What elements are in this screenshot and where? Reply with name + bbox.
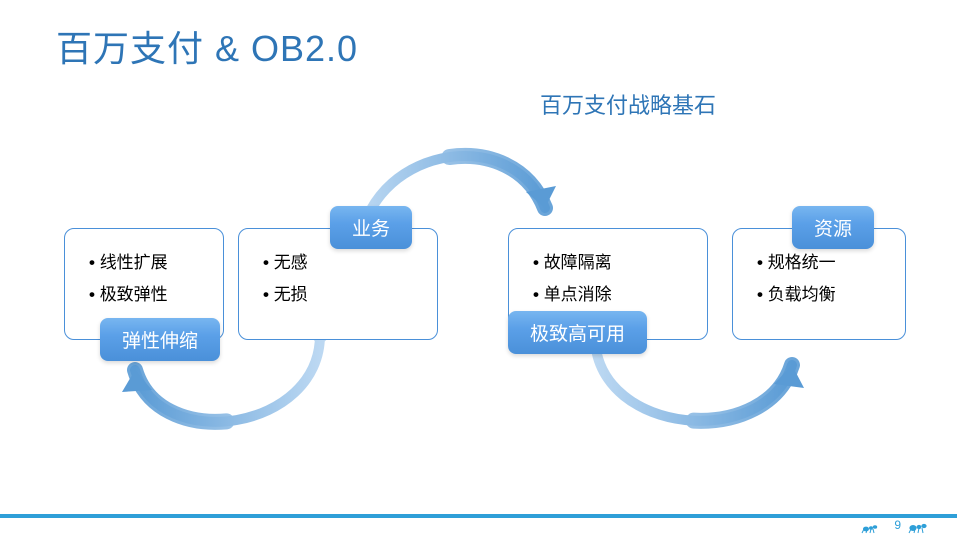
card-bullets: 线性扩展 极致弹性 [89, 247, 203, 311]
bullet: 负载均衡 [757, 279, 885, 311]
footer-divider [0, 514, 957, 518]
pill-business: 业务 [330, 206, 412, 249]
ant-icon [907, 518, 929, 534]
slide-subtitle: 百万支付战略基石 [540, 88, 716, 120]
bullet: 故障隔离 [533, 247, 687, 279]
bullet: 线性扩展 [89, 247, 203, 279]
pill-availability: 极致高可用 [508, 311, 647, 354]
bullet: 规格统一 [757, 247, 885, 279]
bullet: 无感 [263, 247, 417, 279]
bullet: 单点消除 [533, 279, 687, 311]
pill-resource: 资源 [792, 206, 874, 249]
page-number: 9 [894, 518, 901, 532]
slide-container: { "type": "infographic", "title": "百万支付 … [0, 0, 957, 536]
slide-title: 百万支付 & OB2.0 [56, 20, 358, 72]
pill-elastic: 弹性伸缩 [100, 318, 220, 361]
card-bullets: 规格统一 负载均衡 [757, 247, 885, 311]
ant-icon [861, 520, 879, 534]
bullet: 极致弹性 [89, 279, 203, 311]
card-bullets: 无感 无损 [263, 247, 417, 311]
bullet: 无损 [263, 279, 417, 311]
